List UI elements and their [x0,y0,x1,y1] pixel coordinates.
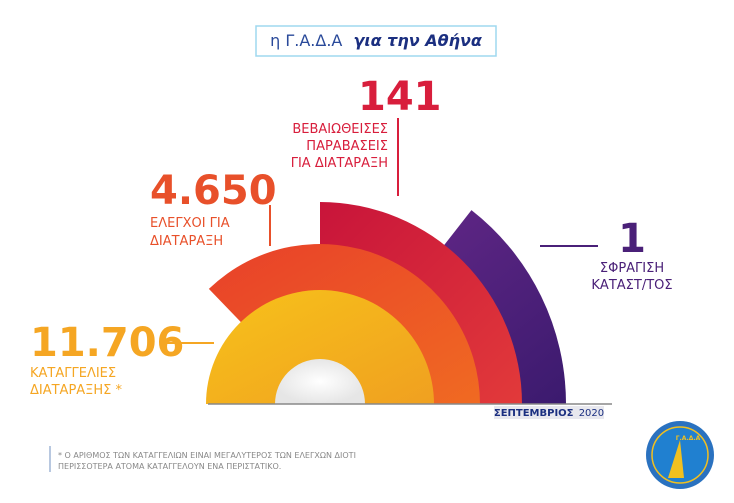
label: ΔΙΑΤΑΡΑΞΗ [150,234,223,249]
number: 141 [358,74,442,120]
label: ΔΙΑΤΑΡΑΞΗΣ * [30,383,123,398]
label: ΣΦΡΑΓΙΣΗ [600,261,664,276]
label: ΚΑΤΑΣΤ/ΤΟΣ [591,278,672,293]
number: 1 [618,216,646,262]
number: 4.650 [150,168,277,214]
label: ΕΛΕΓΧΟΙ ΓΙΑ [150,216,230,231]
label: ΒΕΒΑΙΩΘΕΙΣΕΣ [292,122,388,137]
header-prefix: η Γ.Α.Δ.Α [270,31,342,50]
label: ΚΑΤΑΓΓΕΛΙΕΣ [30,366,116,381]
header-box [255,25,497,57]
header-title: για την Αθήνα [353,31,482,50]
label: ΓΙΑ ΔΙΑΤΑΡΑΞΗ [291,156,388,171]
arcs [206,202,566,404]
footnote: * Ο ΑΡΙΘΜΟΣ ΤΩΝ ΚΑΤΑΓΓΕΛΙΩΝ ΕΙΝΑΙ ΜΕΓΑΛΥ… [58,451,356,460]
number: 11.706 [30,320,184,366]
header: η Γ.Α.Δ.Α για την Αθήνα [270,31,483,50]
date: ΣΕΠΤΕΜΒΡΙΟΣ 2020 [494,408,604,419]
footnote: ΠΕΡΙΣΣΟΤΕΡΑ ΑΤΟΜΑ ΚΑΤΑΓΓΕΛΟΥΝ ΕΝΑ ΠΕΡΙΣΤ… [58,462,281,471]
label: ΠΑΡΑΒΑΣΕΙΣ [306,139,388,154]
date-month: ΣΕΠΤΕΜΒΡΙΟΣ [494,408,574,419]
logo-text: Γ.Α.Δ.Α [676,435,701,442]
date-box [494,406,604,419]
arc [206,290,434,404]
arc-hole [275,359,365,404]
date-year: 2020 [579,408,604,419]
logo-tower [668,440,684,478]
